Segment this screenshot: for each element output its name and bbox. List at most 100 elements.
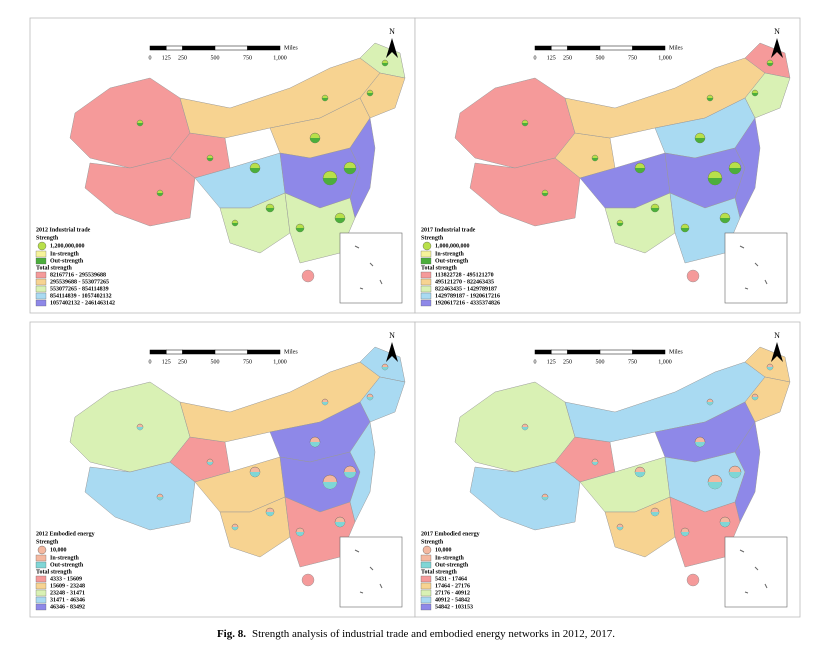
- bubble-half: [296, 228, 304, 232]
- scale-label: 750: [628, 55, 637, 61]
- scale-label: 500: [596, 359, 605, 365]
- bubble-half: [322, 98, 328, 101]
- scale-segment: [567, 45, 601, 51]
- bubble-half: [367, 397, 373, 400]
- scale-segment: [632, 349, 666, 355]
- bubble-half: [232, 223, 238, 226]
- class-label: 854114839 - 1057402132: [50, 293, 112, 299]
- class-label: 54842 - 103153: [435, 604, 473, 610]
- inset-frame: [724, 232, 788, 304]
- scale-label: 1,000: [273, 359, 287, 365]
- scale-label: 750: [628, 359, 637, 365]
- class-label: 27176 - 40912: [435, 590, 470, 596]
- class-label: 822463435 - 1429789187: [435, 286, 497, 292]
- bubble-half: [752, 397, 758, 400]
- legend-swatch: [420, 271, 432, 279]
- legend-swatch: [420, 603, 432, 611]
- scale-label: 750: [243, 359, 252, 365]
- bubble-half: [542, 497, 548, 500]
- bubble-half: [207, 462, 213, 465]
- scale-segment: [247, 45, 281, 51]
- scale-segment: [567, 349, 601, 355]
- scale-label: 500: [211, 359, 220, 365]
- north-arrow: [771, 38, 783, 58]
- bubble-half: [367, 93, 373, 96]
- class-label: 17464 - 27176: [435, 583, 470, 589]
- class-label: 5431 - 17464: [435, 576, 467, 582]
- scale-label: 0: [534, 359, 537, 365]
- map-panel: 0 125 250 500 750 1,000 Miles N 2012 Embodied en…: [29, 321, 416, 618]
- bubble-half: [296, 532, 304, 536]
- legend-swatch: [420, 582, 432, 590]
- legend-swatch: [35, 250, 47, 258]
- legend-swatch: [420, 596, 432, 604]
- legend-swatch: [420, 257, 432, 265]
- region: [469, 461, 581, 531]
- legend-title: 2012 Embodied energy: [36, 531, 95, 537]
- bubble-half: [382, 367, 388, 370]
- caption: Fig. 8. Strength analysis of industrial t…: [217, 628, 615, 640]
- inset-islands: [739, 549, 768, 594]
- scale-label: 1,000: [658, 359, 672, 365]
- legend-swatch: [420, 250, 432, 258]
- class-label: 495121270 - 822463435: [435, 279, 494, 285]
- scale-label: 125: [162, 359, 171, 365]
- scale-segment: [599, 45, 633, 51]
- scale-segment: [214, 45, 248, 51]
- class-label: 553077265 - 854114839: [50, 286, 109, 292]
- bubble-half: [157, 497, 163, 500]
- bubble-half: [322, 402, 328, 405]
- scale-segment: [534, 349, 552, 355]
- scale-segment: [182, 45, 216, 51]
- scale-label: 250: [178, 55, 187, 61]
- class-label: 113822728 - 495121270: [435, 272, 494, 278]
- legend-swatch: [35, 554, 47, 562]
- legend-swatch: [420, 561, 432, 569]
- scale-segment: [149, 45, 167, 51]
- region: [734, 117, 761, 219]
- legend-bubble: [37, 545, 47, 555]
- region: [734, 421, 761, 523]
- region: [349, 421, 376, 523]
- out-label: Out-strength: [435, 258, 469, 264]
- legend-swatch: [420, 554, 432, 562]
- strength-label: Strength: [421, 539, 444, 545]
- scale-label: 125: [162, 55, 171, 61]
- legend-swatch: [420, 575, 432, 583]
- scale-segment: [551, 349, 568, 355]
- scale-segment: [551, 45, 568, 51]
- bubble-half: [767, 63, 773, 66]
- bubble-half: [617, 527, 623, 530]
- bubble-half: [767, 367, 773, 370]
- legend-swatch: [35, 271, 47, 279]
- hainan: [686, 573, 700, 587]
- strength-label: Strength: [36, 235, 59, 241]
- class-label: 4333 - 15609: [50, 576, 82, 582]
- class-label: 46346 - 83492: [50, 604, 85, 610]
- in-label: In-strength: [435, 251, 465, 257]
- caption-text: Strength analysis of industrial trade an…: [252, 628, 615, 640]
- strength-label: Strength: [421, 235, 444, 241]
- class-label: 82167716 - 295539688: [50, 272, 106, 278]
- inset-frame: [724, 536, 788, 608]
- in-label: In-strength: [435, 555, 465, 561]
- in-label: In-strength: [50, 251, 80, 257]
- bubble-half: [707, 98, 713, 101]
- legend-swatch: [420, 292, 432, 300]
- scale-label: 1,000: [273, 55, 287, 61]
- bubble-half: [344, 168, 356, 174]
- inset-islands: [354, 549, 383, 594]
- inset-frame: [339, 536, 403, 608]
- map-panel: 0 125 250 500 750 1,000 Miles N 2012 Industrial …: [29, 17, 416, 314]
- scale-unit: Miles: [284, 349, 298, 355]
- bubble-half: [157, 193, 163, 196]
- bubble-half: [729, 472, 741, 478]
- scale-segment: [166, 45, 183, 51]
- bubble-half: [335, 218, 345, 223]
- region: [84, 461, 196, 531]
- legend-swatch: [420, 299, 432, 307]
- bubble-half: [635, 168, 645, 173]
- bubble-half: [695, 442, 705, 447]
- legend-swatch: [35, 299, 47, 307]
- scale-label: 1,000: [658, 55, 672, 61]
